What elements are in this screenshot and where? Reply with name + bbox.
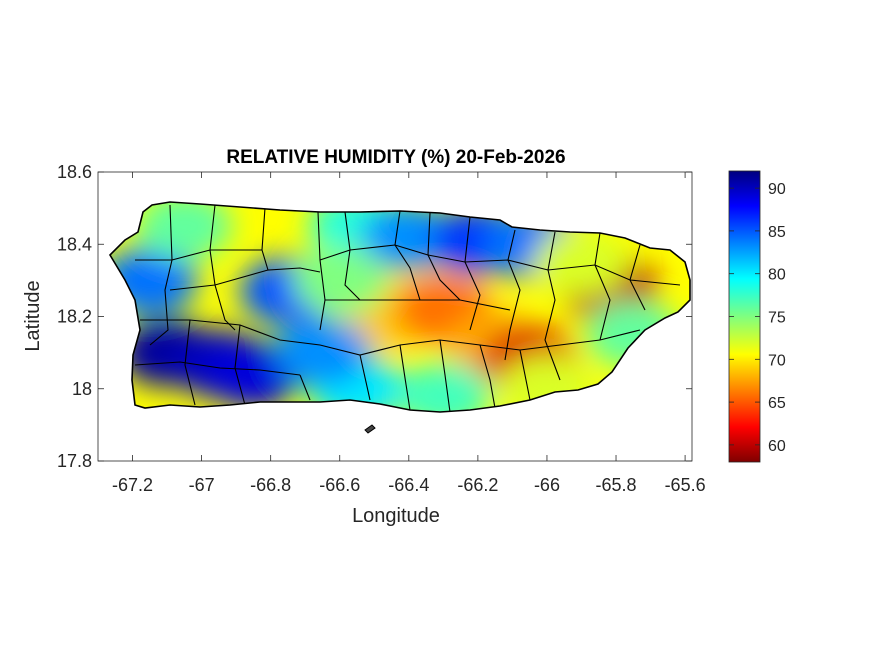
x-tick-label: -65.8 [596, 475, 637, 495]
y-tick-label: 18.4 [57, 234, 92, 254]
chart-title: RELATIVE HUMIDITY (%) 20-Feb-2026 [226, 147, 565, 168]
colorbar-tick-label: 65 [768, 395, 786, 412]
y-tick-label: 18.2 [57, 307, 92, 327]
x-tick-label: -67.2 [112, 475, 153, 495]
colorbar-tick-label: 85 [768, 224, 786, 241]
colorbar-tick-label: 70 [768, 352, 786, 369]
y-axis-label: Latitude [22, 280, 44, 351]
field-sample-15 [533, 228, 630, 297]
x-tick-label: -67 [189, 475, 215, 495]
field-sample-7 [360, 203, 457, 272]
y-tick-label: 18.6 [57, 162, 92, 182]
x-tick-label: -66.8 [250, 475, 291, 495]
x-tick-label: -66.6 [319, 475, 360, 495]
municipality-boundaries [134, 204, 681, 412]
colorbar-tick-label: 60 [768, 438, 786, 455]
x-tick-label: -65.6 [665, 475, 706, 495]
colorbar-tick-label: 90 [768, 181, 786, 198]
x-tick-label: -66.2 [457, 475, 498, 495]
field-sample-20 [274, 318, 371, 387]
y-tick-label: 18 [72, 379, 92, 399]
field-sample-18 [395, 361, 492, 412]
y-axis: 17.8 18 18.2 18.4 18.6 [57, 162, 692, 471]
colorbar-tick-label: 80 [768, 267, 786, 284]
field-sample-4 [136, 202, 233, 261]
colorbar-tick-label: 75 [768, 310, 786, 327]
x-tick-label: -66 [534, 475, 560, 495]
x-tick-label: -66.4 [388, 475, 429, 495]
colorbar [728, 170, 761, 463]
field-sample-21 [291, 246, 388, 315]
offshore-islet [364, 424, 376, 434]
x-axis: -67.2 -67 -66.8 -66.6 -66.4 -66.2 -66 -65.8 -65.… [112, 172, 706, 495]
humidity-field [110, 202, 690, 412]
x-axis-label: Longitude [352, 505, 440, 527]
y-tick-label: 17.8 [57, 451, 92, 471]
colorbar-ticks: 60 65 70 75 80 85 90 [729, 181, 786, 455]
